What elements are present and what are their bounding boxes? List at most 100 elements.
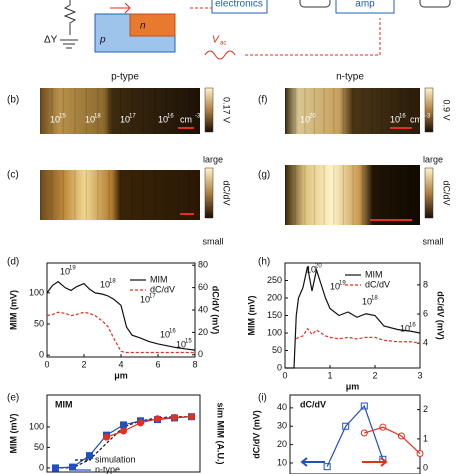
panel-label: (d) [7,257,19,268]
panel-label: (b) [7,95,19,106]
n-region [129,13,176,37]
image-map [40,170,200,220]
texture [323,88,325,134]
texture [108,170,110,220]
colorbar [204,167,214,219]
x-tick-label: 1 [327,370,332,380]
x-tick-label: 6 [155,359,160,369]
legend-label: simulation [95,454,136,464]
colorbar-top: large [203,154,223,164]
texture [323,165,325,225]
amp-box [335,0,395,14]
y-axis-label: MIM (mV) [8,414,18,454]
y2-axis-label: dC/dV (mV) [211,286,221,335]
electronics-box [211,0,268,14]
power-base: 10 [390,114,400,124]
texture [177,88,179,134]
power-exp: 20 [315,264,322,270]
power-exp: 18 [109,279,116,285]
texture [62,170,65,220]
power-exp: 16 [399,114,406,120]
texture [108,88,110,134]
power-base: 10 [176,339,186,349]
y2-tick-label: 60 [198,282,208,292]
delta-y: ΔY [44,35,58,46]
chart-title: dC/dV [300,399,326,409]
legend-label: dC/dV [365,279,390,289]
series-line [295,327,421,344]
texture [400,88,402,134]
texture [142,88,145,134]
power-exp: 15 [185,339,192,345]
colorbar-title: dC/dV [222,180,232,205]
series-line [364,426,421,454]
image-map [285,165,420,225]
vac-sub: ac [220,41,226,47]
unit-exp: -3 [425,114,431,120]
power-base: 10 [60,266,70,276]
y-tick-label: 20 [277,439,287,449]
power-base: 10 [158,114,168,124]
y2-tick-label: 80 [198,260,208,270]
plot-frame [46,262,196,358]
x-tick-label: 2 [81,359,86,369]
texture [371,88,373,134]
y2-tick-label: 4 [423,338,428,348]
texture [40,88,42,134]
texture [371,165,373,225]
texture [352,88,354,134]
power-base: 10 [140,294,150,304]
texture [97,88,99,134]
signal-path [245,18,381,56]
panel-label: (c) [7,170,19,181]
texture [362,88,364,134]
texture [120,88,122,134]
y-tick-label: 100 [29,421,44,431]
texture [285,88,287,134]
legend-label: MIM [365,269,383,279]
colorbar-top: large [423,154,443,164]
texture [85,170,87,220]
x-tick-label: 4 [118,359,123,369]
power-exp: 17 [129,114,136,120]
legend-label: n-type [95,464,120,474]
texture [294,165,296,225]
y2-tick-label: 40 [198,304,208,314]
tip [110,2,131,14]
colorbar-bottom: small [422,236,443,246]
power-exp: 18 [371,296,378,302]
power-base: 10 [100,279,110,289]
texture [333,88,335,134]
texture [400,165,402,225]
texture [352,165,354,225]
colorbar [424,87,434,133]
panel-label: (i) [258,393,267,404]
x-axis-label: μm [346,381,360,391]
texture [381,165,383,225]
texture [131,88,133,134]
texture [285,165,287,225]
colorbar-label: 0.17 V [222,97,232,123]
texture [188,88,190,134]
colorbar-label: 0.9 V [442,99,452,120]
texture [120,170,122,220]
series-line [326,404,384,467]
panel-label: (g) [258,170,270,181]
legend-label: dC/dV [150,284,175,294]
ground [60,39,78,49]
power-exp: 17 [149,294,156,300]
y2-axis-label: dC/dV (mV) [436,291,446,340]
power-exp: 16 [169,329,176,335]
chart-title: MIM [55,399,73,409]
y-tick-label: 0 [277,362,282,372]
texture [40,170,42,220]
texture [381,88,383,134]
texture [410,88,412,134]
power-base: 10 [330,281,340,291]
texture [165,88,167,134]
y2-tick-label: 8 [423,279,428,289]
texture [97,170,99,220]
arrow [362,457,388,467]
power-base: 10 [400,323,410,333]
electronics-label: electronics [215,0,263,10]
